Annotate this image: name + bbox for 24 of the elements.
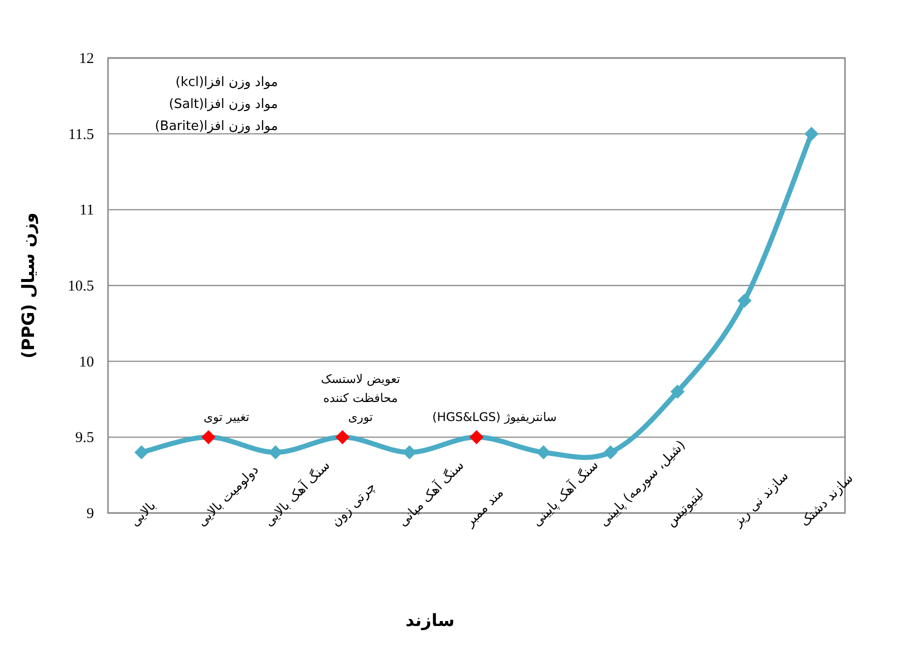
annotation: مواد وزن افزا(kcl) <box>175 75 278 90</box>
x-tick-label: بالایی <box>128 498 160 530</box>
annotation: مواد وزن افزا(Salt) <box>168 97 278 112</box>
x-tick-label: سازند نی ریز <box>730 468 792 531</box>
y-tick-label: 10.5 <box>68 278 94 294</box>
y-axis-title: وزن سیال (PPG) <box>19 212 39 358</box>
x-axis-title: سازند <box>405 611 455 631</box>
point <box>603 445 618 460</box>
y-tick-label: 11 <box>80 202 94 219</box>
y-tick-label: 11.5 <box>68 126 94 143</box>
x-tick-label: دولومیت بالایی <box>194 462 262 530</box>
x-tick-label: سنگ آهک پایینی <box>528 456 602 530</box>
y-tick-label: 9 <box>86 506 94 522</box>
x-tick-label: لیتیوتیس <box>664 486 708 530</box>
point <box>670 384 685 399</box>
annotation: تعویض لاستسک محافظت کننده توری <box>320 372 400 424</box>
annotation: سانتریفیوژ (HGS&LGS) <box>432 410 557 424</box>
annotation: مواد وزن افزا(Barite) <box>154 119 278 134</box>
point <box>737 294 752 308</box>
y-tick-label: 12 <box>79 51 94 67</box>
x-tick-label: سازند دشتک <box>798 471 856 530</box>
y-tick-label: 10 <box>79 354 94 370</box>
y-tick-label: 9.5 <box>75 430 94 446</box>
annotation: تغییر توی <box>204 410 250 424</box>
